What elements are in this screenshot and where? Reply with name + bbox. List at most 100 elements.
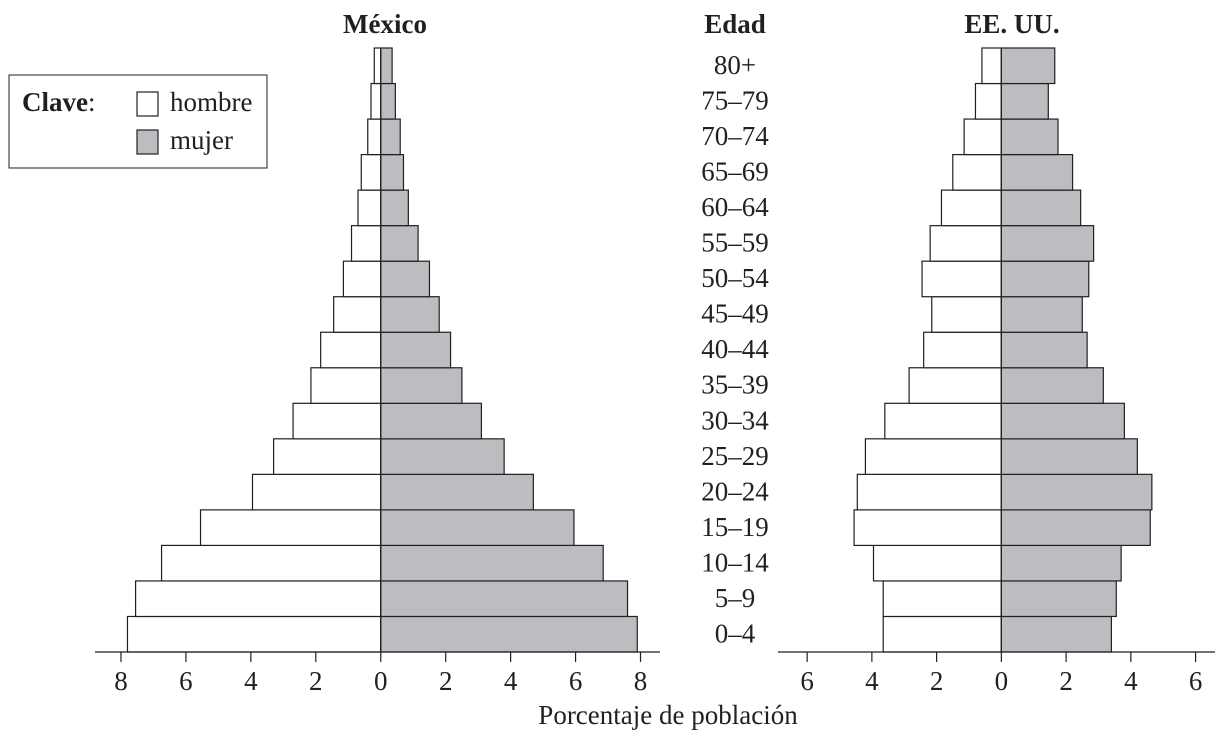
legend-label: mujer — [170, 125, 233, 155]
bar-female — [380, 118, 401, 156]
bar-female — [1000, 438, 1138, 475]
bar-female — [1000, 47, 1056, 85]
legend-title: Clave — [22, 87, 88, 117]
bar-female — [380, 225, 419, 262]
bar-male — [884, 402, 1002, 440]
bar-female — [380, 331, 452, 369]
bar-female — [380, 438, 505, 475]
bar-female — [380, 615, 638, 653]
x-axis-title: Porcentaje de población — [538, 700, 798, 730]
x-tick-label: 2 — [1059, 666, 1073, 696]
legend-label: hombre — [170, 87, 252, 117]
category-label: 0–4 — [715, 618, 756, 648]
bar-male — [882, 615, 1002, 653]
category-label: 25–29 — [701, 441, 769, 471]
x-tick-label: 4 — [1124, 666, 1138, 696]
bar-female — [1000, 544, 1122, 582]
category-label: 20–24 — [701, 476, 769, 506]
bar-female — [380, 153, 405, 191]
category-label: 5–9 — [715, 583, 756, 613]
bar-female — [1000, 402, 1125, 440]
category-label: 45–49 — [701, 299, 769, 329]
bar-male — [126, 615, 382, 653]
bar-male — [929, 225, 1002, 262]
bar-male — [864, 438, 1002, 475]
bar-male — [272, 438, 382, 475]
category-label: 75–79 — [701, 85, 769, 115]
bar-male — [921, 260, 1002, 298]
category-axis-title: Edad — [704, 9, 766, 39]
bar-male — [923, 331, 1002, 369]
x-tick-label: 6 — [800, 666, 814, 696]
category-label: 15–19 — [701, 512, 769, 542]
bar-male — [342, 260, 382, 298]
legend-frame — [8, 74, 268, 169]
x-tick-label: 8 — [114, 666, 128, 696]
category-label: 80+ — [714, 50, 756, 80]
x-tick-label: 8 — [634, 666, 648, 696]
category-label: 40–44 — [701, 334, 769, 364]
x-tick-label: 0 — [995, 666, 1009, 696]
bar-male — [199, 509, 382, 547]
bar-female — [1000, 296, 1083, 333]
category-label: 60–64 — [701, 192, 769, 222]
bar-male — [367, 118, 382, 156]
category-label: 10–14 — [701, 547, 769, 577]
bar-female — [1000, 153, 1074, 191]
category-label: 35–39 — [701, 370, 769, 400]
bar-female — [1000, 82, 1049, 120]
bar-female — [1000, 331, 1088, 369]
legend-swatch — [136, 129, 159, 155]
bar-female — [380, 402, 483, 440]
bar-female — [1000, 118, 1059, 156]
bar-male — [373, 47, 382, 85]
bar-female — [380, 189, 409, 227]
category-label: 55–59 — [701, 228, 769, 258]
x-tick-label: 0 — [374, 666, 388, 696]
x-tick-label: 4 — [244, 666, 258, 696]
bar-male — [320, 331, 382, 369]
bar-male — [963, 118, 1002, 156]
bar-male — [292, 402, 382, 440]
category-label: 70–74 — [701, 121, 769, 151]
bar-female — [380, 47, 393, 85]
bar-male — [908, 367, 1002, 404]
bar-male — [134, 580, 382, 618]
bar-male — [940, 189, 1002, 227]
bar-male — [350, 225, 382, 262]
x-tick-label: 2 — [309, 666, 323, 696]
bar-male — [333, 296, 382, 333]
bar-male — [931, 296, 1002, 333]
bar-female — [380, 509, 575, 547]
category-label: 30–34 — [701, 405, 769, 435]
bar-female — [1000, 509, 1151, 547]
bar-male — [251, 473, 382, 511]
bar-male — [360, 153, 382, 191]
panel-title: EE. UU. — [964, 9, 1059, 39]
bar-male — [856, 473, 1002, 511]
bar-female — [1000, 580, 1117, 618]
category-label: 65–69 — [701, 157, 769, 187]
x-tick-label: 4 — [865, 666, 879, 696]
x-tick-label: 4 — [504, 666, 518, 696]
legend: Clave : hombre mujer — [8, 74, 268, 169]
x-tick-label: 6 — [179, 666, 193, 696]
bar-female — [1000, 615, 1113, 653]
x-tick-label: 2 — [439, 666, 453, 696]
bar-male — [952, 153, 1002, 191]
bar-female — [380, 473, 534, 511]
bar-male — [853, 509, 1002, 547]
bar-male — [882, 580, 1002, 618]
bar-female — [1000, 473, 1153, 511]
bar-male — [357, 189, 382, 227]
x-tick-label: 2 — [930, 666, 944, 696]
bar-female — [1000, 367, 1104, 404]
bar-male — [981, 47, 1002, 85]
bar-female — [1000, 189, 1082, 227]
bar-male — [872, 544, 1002, 582]
bar-female — [380, 82, 396, 120]
bar-female — [380, 580, 629, 618]
bar-female — [1000, 260, 1090, 298]
bar-male — [974, 82, 1002, 120]
